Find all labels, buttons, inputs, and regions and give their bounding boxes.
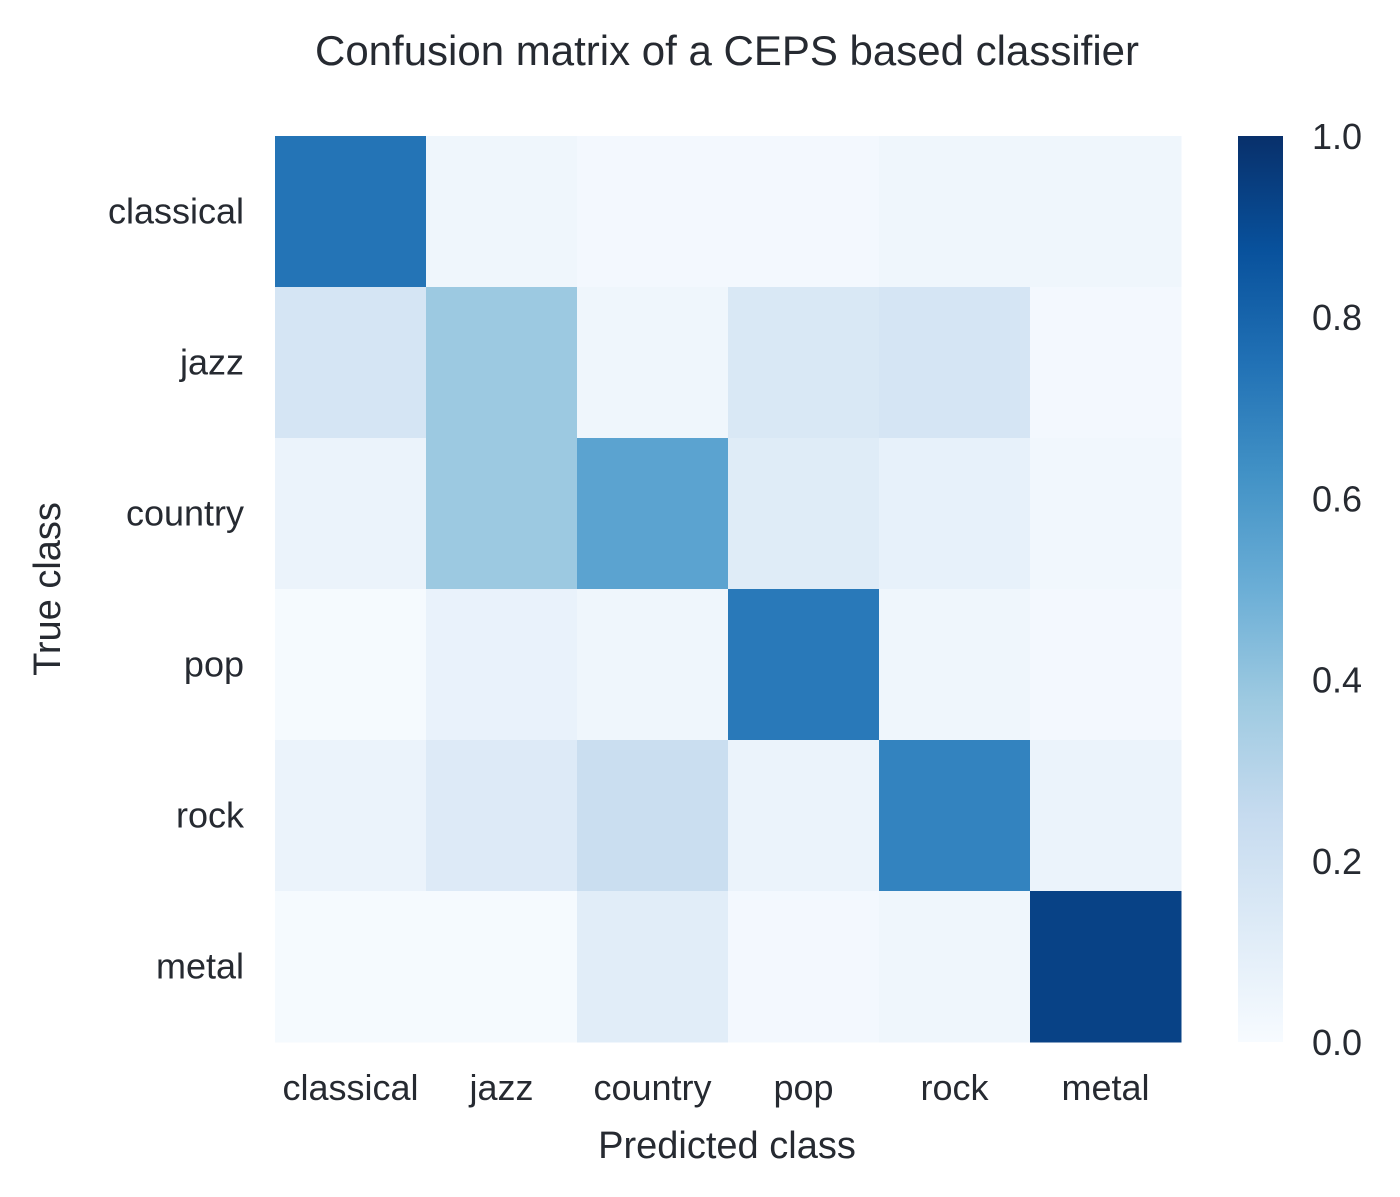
heatmap-cell-classical-classical bbox=[275, 136, 427, 288]
heatmap-cell-pop-rock bbox=[879, 589, 1031, 741]
heatmap-cell-classical-rock bbox=[879, 136, 1031, 288]
heatmap-cell-country-classical bbox=[275, 438, 427, 590]
heatmap-cell-metal-metal bbox=[1030, 891, 1182, 1043]
heatmap-cell-jazz-classical bbox=[275, 287, 427, 439]
y-tick-label-pop: pop bbox=[184, 644, 244, 685]
heatmap-cell-pop-jazz bbox=[426, 589, 578, 741]
y-tick-label-rock: rock bbox=[176, 795, 245, 836]
heatmap-cell-jazz-country bbox=[577, 287, 729, 439]
chart-title: Confusion matrix of a CEPS based classif… bbox=[315, 27, 1139, 74]
y-axis-label: True class bbox=[27, 502, 69, 676]
heatmap-cell-pop-classical bbox=[275, 589, 427, 741]
colorbar-tick-0.0: 0.0 bbox=[1312, 1022, 1362, 1063]
colorbar-tick-1.0: 1.0 bbox=[1312, 116, 1362, 157]
heatmap-cell-country-pop bbox=[728, 438, 880, 590]
heatmap-cell-country-jazz bbox=[426, 438, 578, 590]
heatmap-cell-metal-classical bbox=[275, 891, 427, 1043]
heatmap-cell-classical-jazz bbox=[426, 136, 578, 288]
y-tick-label-country: country bbox=[126, 493, 244, 534]
y-tick-labels: classical jazz country pop rock metal bbox=[108, 191, 245, 987]
heatmap-cell-country-rock bbox=[879, 438, 1031, 590]
heatmap-cell-metal-country bbox=[577, 891, 729, 1043]
heatmap-cell-country-metal bbox=[1030, 438, 1182, 590]
colorbar-tick-0.8: 0.8 bbox=[1312, 297, 1362, 338]
x-tick-label-rock: rock bbox=[920, 1067, 989, 1108]
heatmap-cell-rock-pop bbox=[728, 740, 880, 892]
x-tick-label-country: country bbox=[593, 1067, 711, 1108]
heatmap-cells bbox=[275, 136, 1182, 1043]
colorbar-tick-labels: 0.0 0.2 0.4 0.6 0.8 1.0 bbox=[1312, 116, 1362, 1063]
x-tick-labels: classical jazz country pop rock metal bbox=[282, 1067, 1149, 1108]
heatmap-cell-classical-country bbox=[577, 136, 729, 288]
heatmap-cell-rock-classical bbox=[275, 740, 427, 892]
heatmap-cell-rock-metal bbox=[1030, 740, 1182, 892]
heatmap-cell-rock-rock bbox=[879, 740, 1031, 892]
heatmap-cell-metal-pop bbox=[728, 891, 880, 1043]
colorbar-tick-0.2: 0.2 bbox=[1312, 841, 1362, 882]
colorbar-tick-0.4: 0.4 bbox=[1312, 660, 1362, 701]
x-tick-label-classical: classical bbox=[282, 1067, 418, 1108]
x-axis-label: Predicted class bbox=[598, 1125, 856, 1167]
y-tick-label-classical: classical bbox=[108, 191, 244, 232]
heatmap-cell-jazz-jazz bbox=[426, 287, 578, 439]
heatmap-cell-pop-pop bbox=[728, 589, 880, 741]
heatmap-cell-rock-jazz bbox=[426, 740, 578, 892]
x-tick-label-jazz: jazz bbox=[468, 1067, 533, 1108]
colorbar bbox=[1238, 136, 1283, 1042]
heatmap-cell-metal-rock bbox=[879, 891, 1031, 1043]
heatmap-cell-jazz-rock bbox=[879, 287, 1031, 439]
heatmap-cell-pop-country bbox=[577, 589, 729, 741]
x-tick-label-metal: metal bbox=[1061, 1067, 1149, 1108]
x-tick-label-pop: pop bbox=[773, 1067, 833, 1108]
heatmap-cell-jazz-metal bbox=[1030, 287, 1182, 439]
heatmap-cell-classical-metal bbox=[1030, 136, 1182, 288]
heatmap-cell-rock-country bbox=[577, 740, 729, 892]
heatmap-cell-pop-metal bbox=[1030, 589, 1182, 741]
heatmap-cell-classical-pop bbox=[728, 136, 880, 288]
colorbar-tick-0.6: 0.6 bbox=[1312, 478, 1362, 519]
heatmap-cell-country-country bbox=[577, 438, 729, 590]
y-tick-label-jazz: jazz bbox=[179, 342, 244, 383]
y-tick-label-metal: metal bbox=[156, 946, 244, 987]
heatmap-cell-jazz-pop bbox=[728, 287, 880, 439]
heatmap-cell-metal-jazz bbox=[426, 891, 578, 1043]
